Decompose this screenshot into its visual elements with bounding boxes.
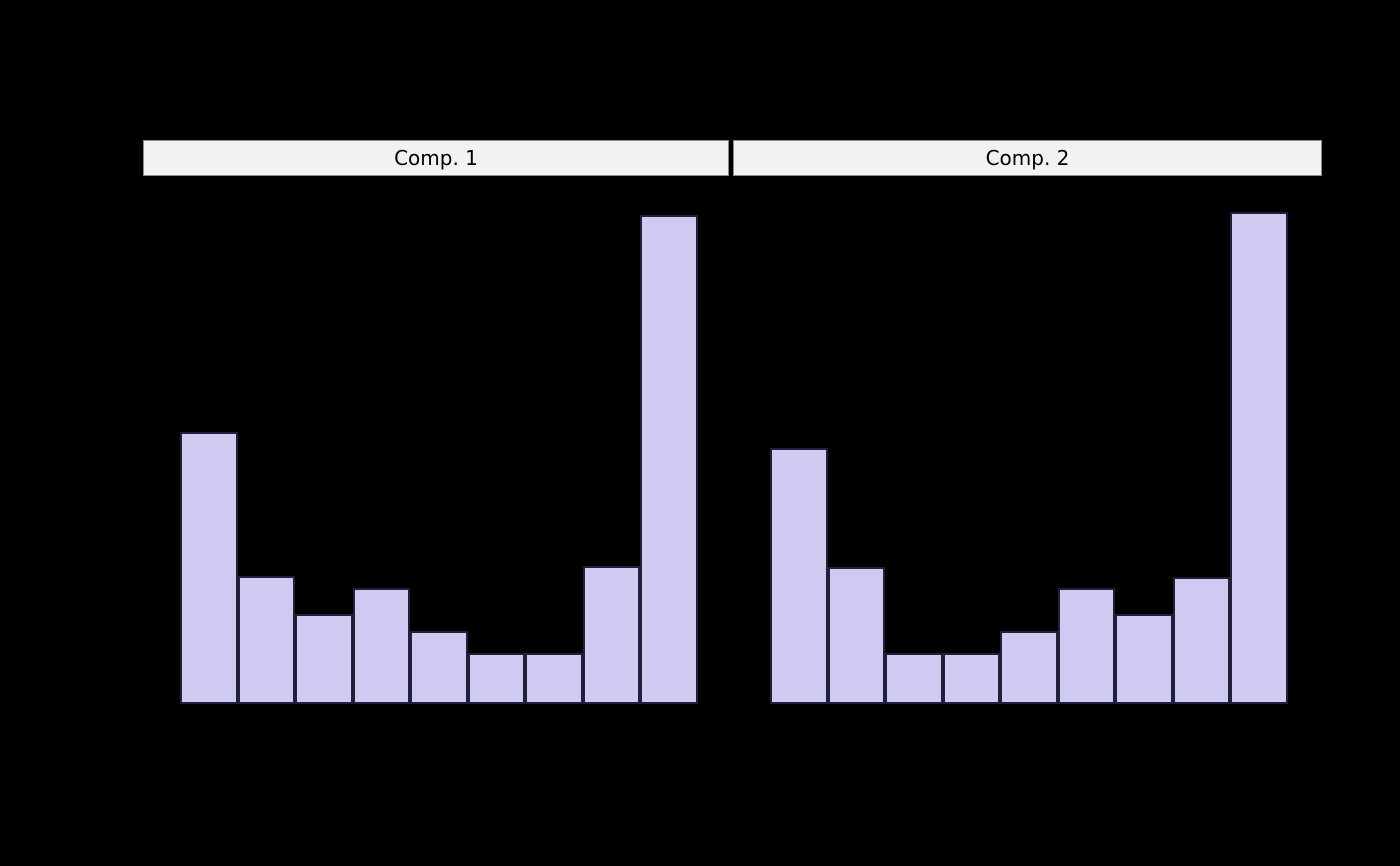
histogram-bar — [180, 432, 238, 704]
facet-strip-comp-1: Comp. 1 — [143, 140, 729, 176]
histogram-bar — [1230, 212, 1288, 704]
histogram-bar — [640, 215, 698, 704]
histogram-bar — [352, 588, 410, 704]
histogram-bar — [525, 653, 583, 704]
histogram-bar — [295, 614, 353, 704]
facet-strip-label: Comp. 2 — [985, 146, 1070, 170]
histogram-bar — [1057, 588, 1115, 704]
histogram-bar — [582, 566, 640, 704]
histogram-bar — [770, 448, 828, 704]
histogram-bar — [410, 631, 468, 704]
histogram-bar — [1115, 614, 1173, 704]
histogram-bar — [1172, 577, 1230, 704]
histogram-panel-comp-2 — [770, 212, 1288, 704]
histogram-bar — [1000, 631, 1058, 704]
histogram-bar — [885, 653, 943, 704]
histogram-bar — [467, 653, 525, 704]
histogram-bar — [237, 576, 295, 704]
histogram-panel-comp-1 — [180, 215, 698, 704]
facet-strip-label: Comp. 1 — [394, 146, 478, 170]
histogram-bar — [827, 567, 885, 704]
histogram-bar — [942, 653, 1000, 704]
facet-strip-comp-2: Comp. 2 — [733, 140, 1322, 176]
